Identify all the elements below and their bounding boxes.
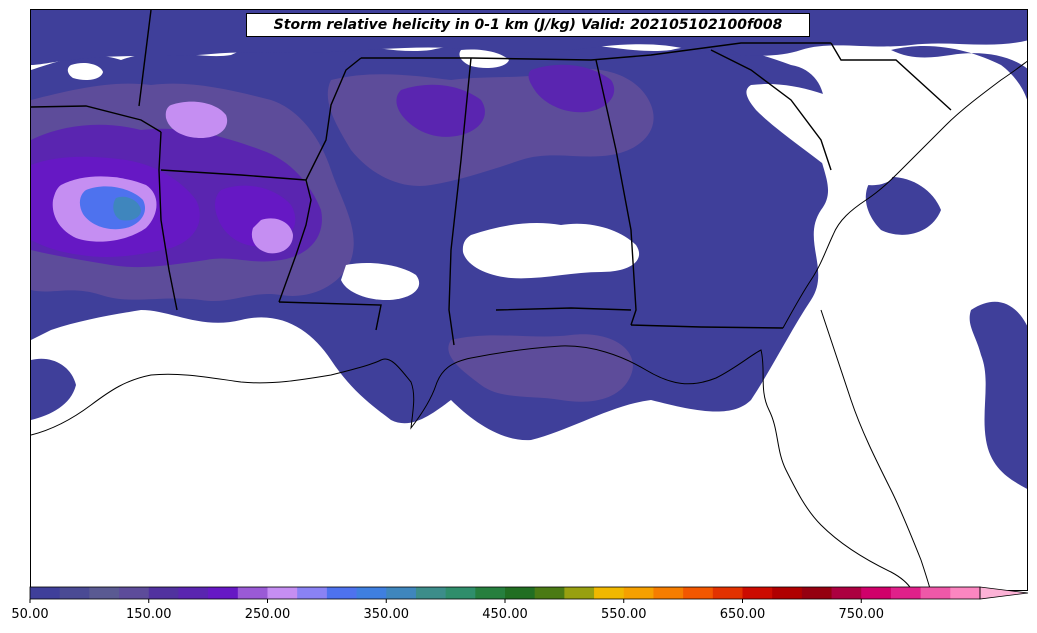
gap-north-1: [67, 62, 103, 80]
helicity-teal-fill: [113, 196, 141, 221]
contour-mid-gulf: [448, 334, 633, 402]
colorbar-swatch: [564, 587, 595, 599]
contour-region-atlantic-ne: [891, 45, 1027, 100]
colorbar-swatch: [178, 587, 209, 599]
contour-region-east-coast: [865, 176, 941, 235]
border-north-carolina: [830, 42, 952, 111]
colorbar-swatch: [208, 587, 239, 599]
colorbar-swatch: [505, 587, 536, 599]
colorbar-swatch: [772, 587, 803, 599]
colorbar-swatch: [119, 587, 150, 599]
border-oklahoma-arkansas: [138, 10, 152, 107]
colorbar-tick-label: 450.00: [482, 607, 528, 622]
helicity-map: [31, 10, 1027, 590]
colorbar-swatch: [742, 587, 773, 599]
colorbar-swatch: [861, 587, 892, 599]
colorbar-tick-label: 250.00: [244, 607, 291, 622]
border-georgia-florida: [630, 324, 784, 329]
colorbar-swatch: [831, 587, 862, 599]
colorbar-swatch: [356, 587, 387, 599]
contour-teal-core: [113, 196, 141, 221]
map-title: Storm relative helicity in 0-1 km (J/kg)…: [246, 13, 810, 37]
gap-gulf-north: [462, 223, 640, 279]
colorbar-swatch: [920, 587, 951, 599]
colorbar-tick-label: 750.00: [838, 607, 885, 622]
colorbar-swatch: [386, 587, 417, 599]
border-arkansas-mississippi: [278, 179, 312, 303]
colorbar-extend-arrow: [979, 586, 1029, 600]
colorbar-swatch: [297, 587, 328, 599]
border-louisiana-north: [278, 301, 382, 331]
colorbar-swatch: [801, 587, 833, 599]
colorbar-tick-label: 50.00: [11, 607, 49, 622]
colorbar-swatch: [623, 587, 654, 599]
map-panel: [30, 9, 1028, 591]
colorbar-tick-label: 650.00: [719, 607, 766, 622]
border-florida-panhandle: [495, 307, 632, 311]
colorbar-swatch: [148, 587, 179, 599]
contour-strong-northeast: [528, 64, 615, 113]
colorbar-swatch: [594, 587, 625, 599]
colorbar-swatch: [59, 587, 90, 599]
colorbar-swatch: [890, 587, 922, 599]
border-georgia-carolina: [710, 49, 832, 171]
gap-atlantic: [746, 84, 895, 186]
contour-region-far-east: [969, 301, 1027, 489]
coastline-atlantic: [782, 60, 1027, 329]
state-borders: [31, 10, 952, 346]
contour-region-southwest: [31, 358, 76, 420]
colorbar-swatch: [475, 587, 506, 599]
colorbar-swatch: [415, 587, 447, 599]
colorbar-swatch: [267, 587, 298, 599]
colorbar-swatch: [30, 587, 61, 599]
colorbar-tick-label: 550.00: [601, 607, 647, 622]
border-tennessee: [361, 42, 831, 61]
colorbar-swatch: [326, 587, 358, 599]
colorbar-swatch: [712, 587, 743, 599]
colorbar-swatch: [950, 587, 981, 599]
gap-central-west: [341, 263, 420, 300]
colorbar-swatch: [237, 587, 268, 599]
coastline-gulf: [31, 345, 913, 590]
border-arkansas-missouri: [160, 169, 307, 181]
contour-strong-north: [396, 84, 485, 137]
border-mississippi-alabama: [448, 57, 472, 346]
colorbar-tick-label: 350.00: [363, 607, 410, 622]
contour-lavender-north: [165, 101, 228, 138]
colorbar-swatch: [445, 587, 476, 599]
colorbar-swatch: [534, 587, 565, 599]
colorbar-swatch: [683, 587, 714, 599]
colorbar-swatch: [89, 587, 120, 599]
colorbar-tick-label: 150.00: [126, 607, 172, 622]
colorbar: [29, 586, 1029, 603]
coastline: [31, 60, 1027, 590]
border-alabama-georgia: [595, 59, 637, 326]
border-mississippi-river: [305, 57, 362, 181]
contour-lavender-ark: [251, 218, 293, 254]
border-oklahoma-texas: [31, 105, 162, 133]
helicity-gaps: [67, 49, 895, 300]
coastline-florida-east: [820, 309, 931, 590]
colorbar-swatch: [653, 587, 684, 599]
border-texas-arkansas: [158, 131, 178, 311]
